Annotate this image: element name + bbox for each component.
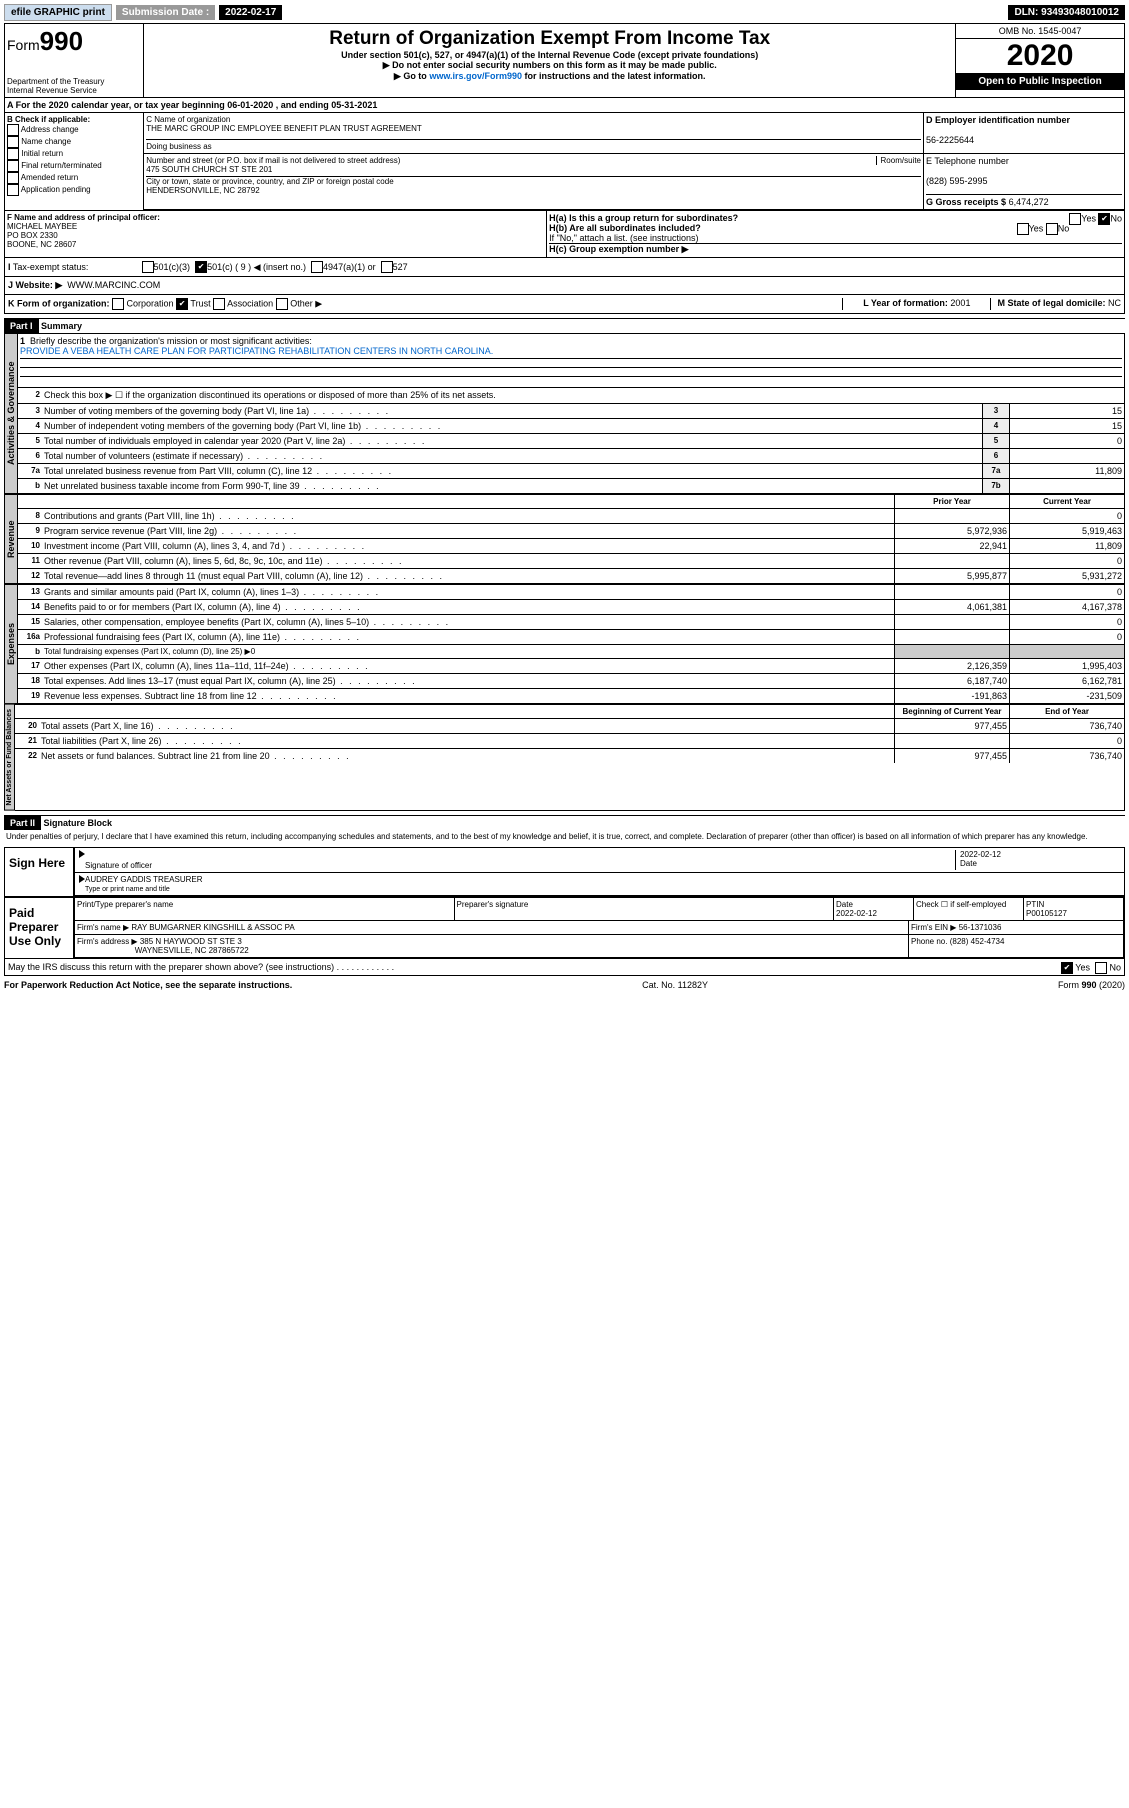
website-row: J Website: ▶ WWW.MARCINC.COM — [4, 277, 1125, 295]
firm-addr: Firm's address ▶ 385 N HAYWOOD ST STE 3 … — [75, 935, 909, 958]
public-inspection: Open to Public Inspection — [956, 73, 1124, 90]
firm-phone: Phone no. (828) 452-4734 — [909, 935, 1124, 958]
footer-cat: Cat. No. 11282Y — [642, 980, 708, 990]
phone-cell: E Telephone number(828) 595-2995 G Gross… — [924, 154, 1124, 210]
sign-here-label: Sign Here — [5, 848, 75, 896]
period-row: A For the 2020 calendar year, or tax yea… — [4, 98, 1125, 113]
arrow-icon — [79, 850, 85, 858]
part2-title: Signature Block — [44, 818, 113, 828]
paid-preparer-label: Paid Preparer Use Only — [5, 898, 75, 958]
part2-bar: Part II — [4, 816, 41, 830]
hdr-curr: Current Year — [1009, 495, 1124, 508]
efile-btn[interactable]: efile GRAPHIC print — [4, 4, 112, 21]
form-title: Return of Organization Exempt From Incom… — [148, 28, 951, 50]
tax-year: 2020 — [956, 39, 1124, 73]
hdr-prior: Prior Year — [894, 495, 1009, 508]
line2: Check this box ▶ ☐ if the organization d… — [42, 388, 1124, 403]
pp-self-emp: Check ☐ if self-employed — [914, 898, 1024, 921]
dept: Department of the Treasury Internal Reve… — [7, 77, 141, 95]
form-number: Form990 — [7, 26, 141, 57]
part1-bar: Part I — [4, 319, 39, 333]
firm-name: Firm's name ▶ RAY BUMGARNER KINGSHILL & … — [75, 921, 909, 935]
box-b: B Check if applicable: Address change Na… — [5, 113, 144, 210]
row-k: K Form of organization: Corporation ✔ Tr… — [4, 295, 1125, 314]
group-return: H(a) Is this a group return for subordin… — [547, 211, 1124, 257]
note2: ▶ Go to www.irs.gov/Form990 for instruct… — [148, 71, 951, 82]
pp-sig-lbl: Preparer's signature — [455, 898, 835, 921]
pp-ptin: PTINP00105127 — [1024, 898, 1124, 921]
addr-cell: Number and street (or P.O. box if mail i… — [144, 154, 924, 210]
sig-officer-lbl: Signature of officer — [85, 861, 955, 870]
sig-date: 2022-02-12Date — [955, 850, 1120, 870]
part1-title: Summary — [41, 321, 82, 331]
pp-name-lbl: Print/Type preparer's name — [75, 898, 455, 921]
side-net: Net Assets or Fund Balances — [4, 704, 15, 811]
sub-date: 2022-02-17 — [219, 5, 282, 20]
mission-text[interactable]: PROVIDE A VEBA HEALTH CARE PLAN FOR PART… — [20, 346, 493, 356]
sub-label: Submission Date : — [116, 5, 215, 20]
ein-cell: D Employer identification number56-22256… — [924, 113, 1124, 154]
instructions-link[interactable]: www.irs.gov/Form990 — [429, 71, 522, 81]
side-activities: Activities & Governance — [4, 333, 18, 494]
discuss-row: May the IRS discuss this return with the… — [4, 959, 1125, 976]
subtitle: Under section 501(c), 527, or 4947(a)(1)… — [148, 50, 951, 60]
note1: ▶ Do not enter social security numbers o… — [148, 60, 951, 71]
hdr-end: End of Year — [1009, 705, 1124, 718]
footer-left: For Paperwork Reduction Act Notice, see … — [4, 980, 292, 990]
omb: OMB No. 1545-0047 — [956, 24, 1124, 39]
principal-officer: F Name and address of principal officer:… — [5, 211, 547, 257]
org-name-cell: C Name of organizationTHE MARC GROUP INC… — [144, 113, 924, 154]
declaration: Under penalties of perjury, I declare th… — [4, 830, 1125, 843]
hdr-begin: Beginning of Current Year — [894, 705, 1009, 718]
side-revenue: Revenue — [4, 494, 18, 584]
footer-form: Form 990 (2020) — [1058, 980, 1125, 990]
pp-date: Date2022-02-12 — [834, 898, 914, 921]
tax-status-row: I Tax-exempt status: 501(c)(3) ✔ 501(c) … — [4, 258, 1125, 277]
dln: DLN: 93493048010012 — [1008, 5, 1125, 20]
firm-ein: Firm's EIN ▶ 56-1371036 — [909, 921, 1124, 935]
side-expenses: Expenses — [4, 584, 18, 704]
mission-block: 1 Briefly describe the organization's mi… — [18, 334, 1124, 388]
officer-name: AUDREY GADDIS TREASURERType or print nam… — [85, 875, 1120, 893]
